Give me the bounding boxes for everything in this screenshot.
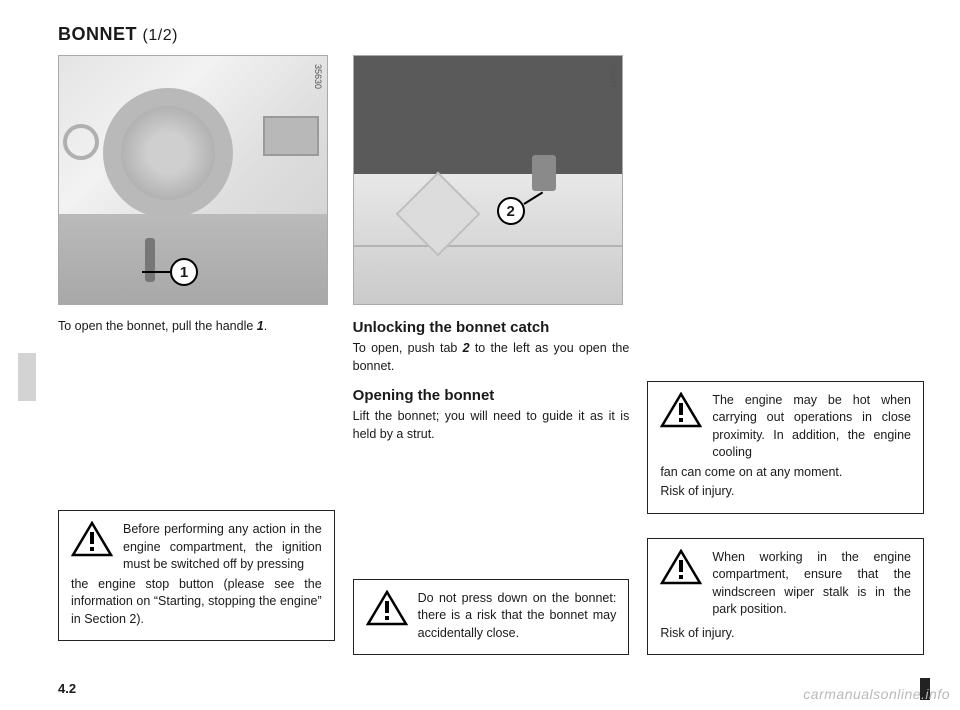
page-number: 4.2 [58,681,76,696]
warning-box-press: Do not press down on the bonnet: there i… [353,579,630,656]
spacer [353,444,630,579]
spacer [58,641,335,655]
callout-number: 2 [506,203,514,220]
ref-number: 1 [257,319,264,333]
callout-2: 2 [497,197,546,225]
warn-row: When working in the engine compartment, … [660,549,911,619]
ref-number: 2 [463,341,470,355]
warning-icon [366,590,408,626]
warn-risk: Risk of injury. [660,483,911,501]
title-main: BONNET [58,24,137,44]
steering-wheel-icon [103,88,233,218]
warning-box-ignition: Before performing any action in the engi… [58,510,335,641]
photo-engine: 35631 [353,55,623,305]
text: To open, push tab [353,341,463,355]
warn-row: The engine may be hot when carrying out … [660,392,911,462]
callout-1: 1 [142,258,198,286]
heading-unlocking: Unlocking the bonnet catch [353,319,630,336]
column-1: 35630 1 To open the bonnet, pull the han… [58,55,335,655]
warn-text-top: Before performing any action in the engi… [123,521,322,574]
watermark: carmanualsonline.info [803,686,950,702]
columns: 35630 1 To open the bonnet, pull the han… [58,55,924,655]
warn-text-top: When working in the engine compartment, … [712,549,911,619]
warn-text-rest: the engine stop button (please see the i… [71,576,322,629]
text: . [264,319,267,333]
spacer [58,335,335,510]
warning-box-wiper: When working in the engine compartment, … [647,538,924,656]
title-sub: (1/2) [143,27,178,44]
para-unlocking: To open, push tab 2 to the left as you o… [353,339,630,375]
para-opening: Lift the bonnet; you will need to guide … [353,407,630,443]
bonnet-edge-line [354,245,623,247]
vent-icon [63,124,99,160]
side-tab [18,353,36,401]
callout-line [142,271,170,273]
catch-tab-icon [532,155,556,191]
callout-bubble: 1 [170,258,198,286]
warning-icon [660,549,702,585]
manual-page: BONNET (1/2) 35630 1 To op [0,0,960,710]
center-screen-icon [263,116,319,156]
heading-opening: Opening the bonnet [353,387,630,404]
text: To open the bonnet, pull the handle [58,319,257,333]
grille-shape [354,174,623,304]
warn-text-top: The engine may be hot when carrying out … [712,392,911,462]
warning-box-hot: The engine may be hot when carrying out … [647,381,924,514]
warn-text-rest: fan can come on at any moment. [660,464,911,482]
caption-1: To open the bonnet, pull the handle 1. [58,317,335,335]
image-number: 35630 [313,64,323,89]
spacer [647,55,924,381]
column-3: The engine may be hot when carrying out … [647,55,924,655]
column-2: 35631 2 Unlocking the bonnet catch To op… [353,55,630,655]
warn-row: Do not press down on the bonnet: there i… [366,590,617,643]
callout-bubble: 2 [497,197,525,225]
page-title: BONNET (1/2) [58,24,924,45]
image-number: 35631 [608,64,618,89]
figure-engine: 35631 2 [353,55,630,305]
warning-icon [660,392,702,428]
warn-text-top: Do not press down on the bonnet: there i… [418,590,617,643]
warning-icon [71,521,113,557]
warn-risk: Risk of injury. [660,625,911,643]
figure-interior: 35630 1 [58,55,335,305]
callout-number: 1 [180,264,188,281]
engine-bay-shape [354,56,623,176]
warn-row: Before performing any action in the engi… [71,521,322,574]
